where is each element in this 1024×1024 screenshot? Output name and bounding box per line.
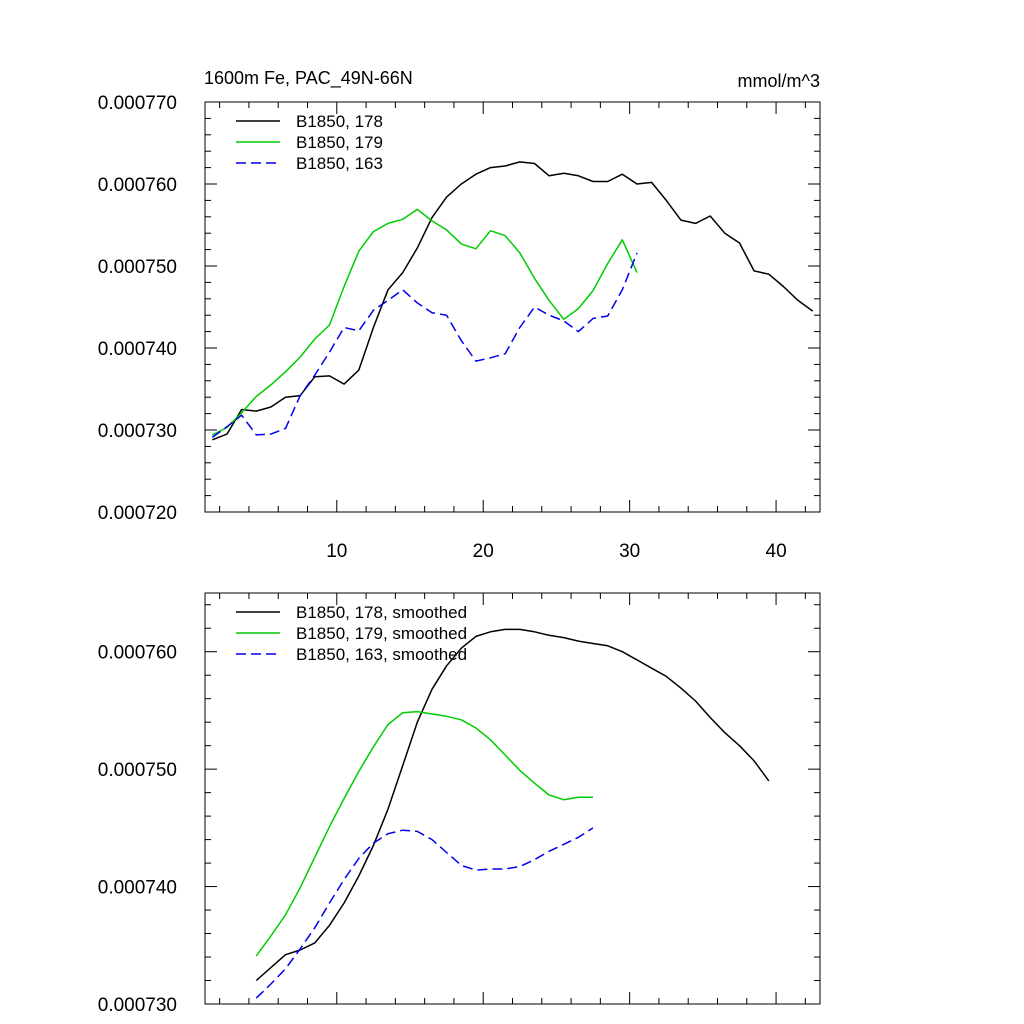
y-tick-label: 0.000730 bbox=[98, 421, 177, 442]
x-tick-label: 10 bbox=[326, 541, 347, 562]
y-tick-label: 0.000760 bbox=[98, 175, 177, 196]
chart-title: 1600m Fe, PAC_49N-66N bbox=[204, 68, 413, 89]
y-tick-label: 0.000750 bbox=[98, 257, 177, 278]
legend-label: B1850, 163 bbox=[296, 154, 383, 173]
top-panel: 1600m Fe, PAC_49N-66N mmol/m^3 0.000720 0… bbox=[98, 68, 821, 562]
series-line-b1850-178 bbox=[212, 161, 814, 441]
y-tick-label: 0.000750 bbox=[98, 760, 177, 781]
series-line-b1850-179 bbox=[211, 208, 638, 436]
y-tick-label: 0.000720 bbox=[98, 503, 177, 524]
x-tick-label: 30 bbox=[619, 541, 640, 562]
y-tick-label: 0.000760 bbox=[98, 643, 177, 664]
legend-label: B1850, 178 bbox=[296, 112, 383, 131]
units-label: mmol/m^3 bbox=[738, 71, 820, 91]
legend-label: B1850, 179, smoothed bbox=[296, 624, 467, 643]
legend-label: B1850, 178, smoothed bbox=[296, 603, 467, 622]
series-line-b1850-163 bbox=[211, 252, 638, 439]
series-line-b1850-178-smoothed bbox=[255, 628, 770, 982]
x-tick-label: 40 bbox=[766, 541, 787, 562]
y-tick-label: 0.000740 bbox=[98, 878, 177, 899]
y-tick-label: 0.000740 bbox=[98, 339, 177, 360]
series-line-b1850-163-smoothed bbox=[255, 827, 594, 999]
legend-label: B1850, 179 bbox=[296, 133, 383, 152]
legend-label: B1850, 163, smoothed bbox=[296, 645, 467, 664]
y-tick-label: 0.000730 bbox=[98, 995, 177, 1016]
series-line-b1850-179-smoothed bbox=[255, 710, 593, 957]
x-tick-label: 20 bbox=[473, 541, 494, 562]
y-tick-label: 0.000770 bbox=[98, 93, 177, 114]
bottom-panel: 0.000730 0.000740 0.000750 0.000760 B1850, 1… bbox=[98, 592, 821, 1016]
